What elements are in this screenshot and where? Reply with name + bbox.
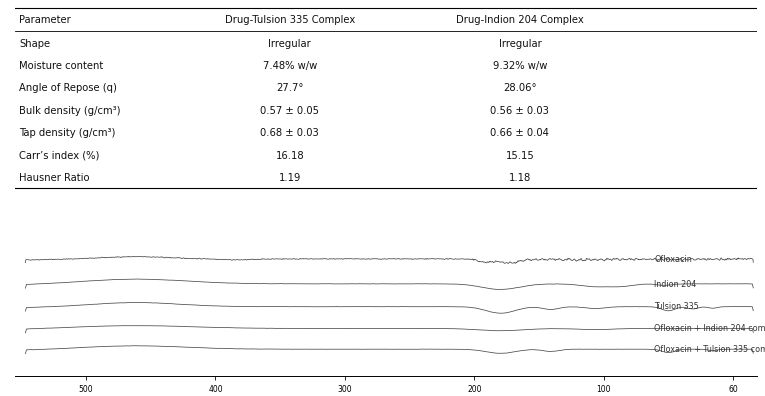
Text: 7.48% w/w: 7.48% w/w [262,61,317,71]
Text: Bulk density (g/cm³): Bulk density (g/cm³) [19,106,121,116]
Text: 27.7°: 27.7° [276,84,304,93]
Text: 0.66 ± 0.04: 0.66 ± 0.04 [490,128,549,138]
Text: 28.06°: 28.06° [503,84,537,93]
Text: 0.68 ± 0.03: 0.68 ± 0.03 [261,128,319,138]
Text: Irregular: Irregular [499,39,542,49]
Text: 9.32% w/w: 9.32% w/w [493,61,547,71]
Text: Ofloxacin + Indion 204 complex: Ofloxacin + Indion 204 complex [654,324,765,333]
Text: Angle of Repose (q): Angle of Repose (q) [19,84,117,93]
Text: Irregular: Irregular [269,39,311,49]
Text: 1.19: 1.19 [278,173,301,183]
Text: Moisture content: Moisture content [19,61,103,71]
Text: 1.18: 1.18 [509,173,531,183]
Text: Tulsion 335: Tulsion 335 [654,302,699,311]
Text: 0.56 ± 0.03: 0.56 ± 0.03 [490,106,549,116]
Text: Ofloxacin: Ofloxacin [654,255,692,264]
Text: Shape: Shape [19,39,50,49]
Text: 16.18: 16.18 [275,150,304,160]
Text: 0.57 ± 0.05: 0.57 ± 0.05 [260,106,319,116]
Text: Carr’s index (%): Carr’s index (%) [19,150,99,160]
Text: Drug-Indion 204 Complex: Drug-Indion 204 Complex [456,15,584,25]
Text: Drug-Tulsion 335 Complex: Drug-Tulsion 335 Complex [225,15,355,25]
Text: 15.15: 15.15 [506,150,534,160]
Text: Ofloxacin + Tulsion 335 complex: Ofloxacin + Tulsion 335 complex [654,345,765,354]
Text: Tap density (g/cm³): Tap density (g/cm³) [19,128,116,138]
Text: Indion 204: Indion 204 [654,280,696,289]
Text: Hausner Ratio: Hausner Ratio [19,173,90,183]
Text: Parameter: Parameter [19,15,70,25]
